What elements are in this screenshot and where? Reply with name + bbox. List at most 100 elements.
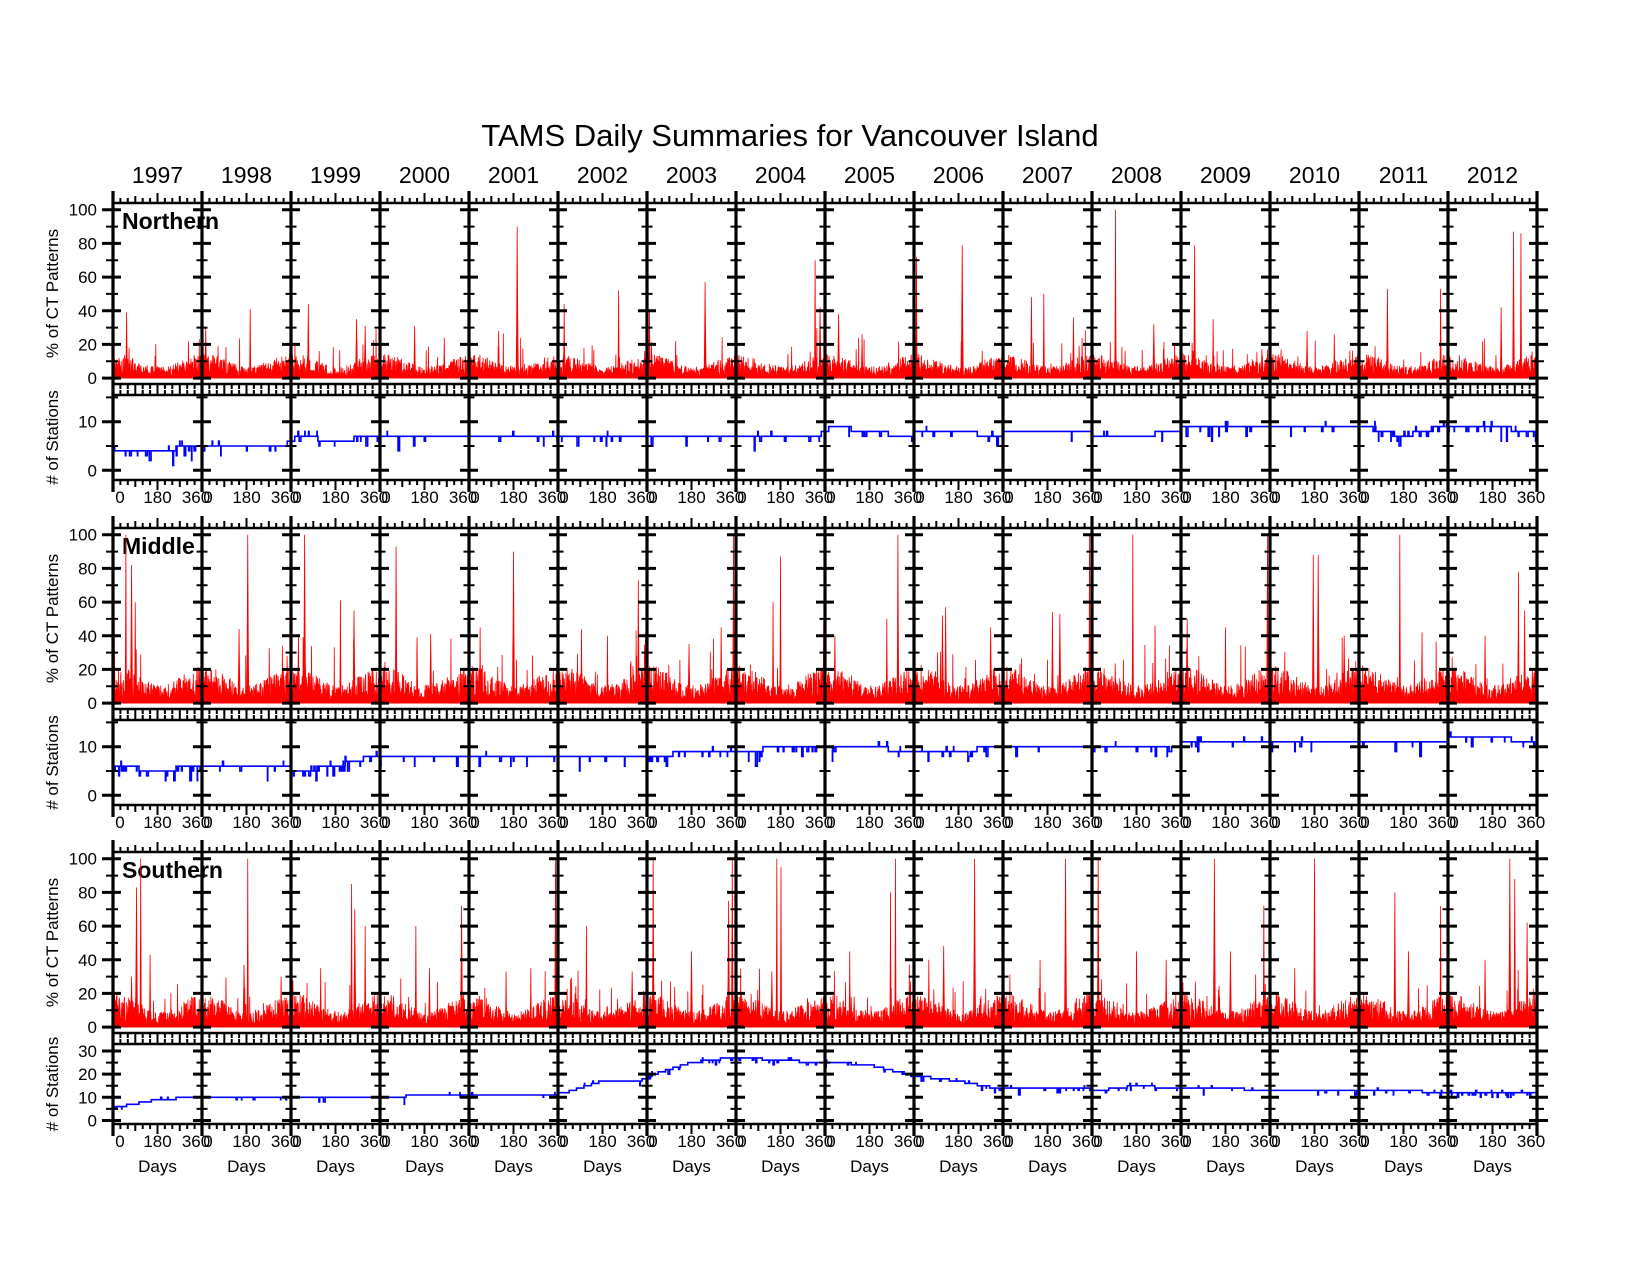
x-tick-label: 360 (271, 488, 299, 507)
x-tick-label: 0 (737, 1132, 746, 1151)
x-axis-title: Days (1028, 1157, 1067, 1176)
x-tick-label: 0 (648, 488, 657, 507)
x-tick-label: 360 (805, 813, 833, 832)
x-tick-label: 0 (1449, 813, 1458, 832)
y-axis-title: % of CT Patterns (43, 878, 62, 1007)
y-axis-title: % of CT Patterns (43, 229, 62, 358)
x-tick-label: 360 (1161, 813, 1189, 832)
x-tick-label: 0 (1004, 488, 1013, 507)
x-tick-label: 0 (292, 1132, 301, 1151)
x-tick-label: 0 (826, 1132, 835, 1151)
x-tick-label: 0 (737, 488, 746, 507)
x-tick-label: 360 (1072, 813, 1100, 832)
y-tick-label: 80 (78, 234, 97, 253)
x-axis-title: Days (939, 1157, 978, 1176)
x-tick-label: 360 (716, 1132, 744, 1151)
x-tick-label: 0 (115, 813, 124, 832)
x-axis-title: Days (227, 1157, 266, 1176)
x-tick-label: 180 (1478, 488, 1506, 507)
x-tick-label: 360 (627, 813, 655, 832)
year-label: 1999 (310, 162, 361, 188)
x-axis-title: Days (1473, 1157, 1512, 1176)
x-tick-label: 360 (1161, 1132, 1189, 1151)
x-tick-label: 0 (381, 1132, 390, 1151)
x-tick-label: 180 (410, 813, 438, 832)
x-tick-label: 180 (855, 488, 883, 507)
x-tick-label: 0 (915, 813, 924, 832)
year-label: 2006 (933, 162, 984, 188)
x-tick-label: 0 (559, 813, 568, 832)
region-label-middle: Middle (122, 533, 195, 559)
x-tick-label: 180 (944, 813, 972, 832)
y-tick-label: 100 (69, 526, 97, 545)
x-tick-label: 0 (203, 813, 212, 832)
x-tick-label: 0 (915, 1132, 924, 1151)
year-label: 2011 (1379, 162, 1428, 188)
year-label: 2000 (399, 162, 450, 188)
year-label: 2009 (1200, 162, 1251, 188)
x-tick-label: 0 (1004, 1132, 1013, 1151)
x-tick-label: 360 (627, 488, 655, 507)
y-tick-label: 20 (78, 335, 97, 354)
x-tick-label: 180 (143, 1132, 171, 1151)
y-tick-label: 60 (78, 593, 97, 612)
x-tick-label: 0 (1093, 1132, 1102, 1151)
x-tick-label: 0 (559, 488, 568, 507)
y-axis-title: # of Stations (43, 390, 62, 485)
x-tick-label: 360 (1428, 813, 1456, 832)
x-tick-label: 360 (1428, 488, 1456, 507)
x-tick-label: 180 (1389, 1132, 1417, 1151)
y-tick-label: 0 (88, 694, 97, 713)
x-tick-label: 360 (1072, 488, 1100, 507)
x-tick-label: 0 (381, 813, 390, 832)
x-axis-title: Days (1384, 1157, 1423, 1176)
x-tick-label: 0 (1182, 488, 1191, 507)
y-tick-label: 30 (78, 1042, 97, 1061)
x-tick-label: 180 (588, 813, 616, 832)
x-tick-label: 180 (944, 488, 972, 507)
x-tick-label: 180 (855, 813, 883, 832)
x-tick-label: 180 (766, 813, 794, 832)
x-tick-label: 180 (499, 488, 527, 507)
x-tick-label: 180 (1300, 488, 1328, 507)
x-tick-label: 0 (470, 488, 479, 507)
year-label: 2010 (1289, 162, 1340, 188)
year-label: 1998 (221, 162, 272, 188)
x-axis-title: Days (672, 1157, 711, 1176)
x-tick-label: 360 (182, 1132, 210, 1151)
x-tick-label: 0 (1360, 813, 1369, 832)
y-tick-label: 20 (78, 1065, 97, 1084)
x-tick-label: 180 (232, 488, 260, 507)
major-ticks (102, 208, 1548, 1122)
x-tick-label: 0 (737, 813, 746, 832)
x-tick-label: 360 (1250, 488, 1278, 507)
minor-ticks (106, 193, 1544, 1134)
x-tick-label: 180 (677, 813, 705, 832)
x-tick-label: 360 (182, 488, 210, 507)
x-tick-label: 0 (826, 813, 835, 832)
x-tick-label: 180 (677, 488, 705, 507)
x-tick-label: 180 (410, 1132, 438, 1151)
x-tick-label: 180 (1300, 1132, 1328, 1151)
year-label: 2005 (844, 162, 895, 188)
year-label: 1997 (132, 162, 183, 188)
x-tick-label: 180 (1389, 488, 1417, 507)
x-tick-label: 180 (1122, 1132, 1150, 1151)
x-tick-label: 0 (1360, 1132, 1369, 1151)
x-tick-label: 180 (321, 813, 349, 832)
x-tick-label: 360 (983, 488, 1011, 507)
x-tick-label: 0 (292, 488, 301, 507)
x-tick-label: 180 (321, 488, 349, 507)
chart-title: TAMS Daily Summaries for Vancouver Islan… (481, 118, 1099, 153)
year-label: 2008 (1111, 162, 1162, 188)
y-tick-label: 40 (78, 627, 97, 646)
x-tick-label: 0 (1360, 488, 1369, 507)
x-tick-label: 0 (1271, 488, 1280, 507)
x-tick-label: 180 (588, 1132, 616, 1151)
x-tick-label: 360 (894, 1132, 922, 1151)
x-tick-label: 180 (1211, 813, 1239, 832)
x-tick-label: 180 (232, 1132, 260, 1151)
x-tick-label: 0 (115, 1132, 124, 1151)
x-tick-label: 360 (360, 488, 388, 507)
